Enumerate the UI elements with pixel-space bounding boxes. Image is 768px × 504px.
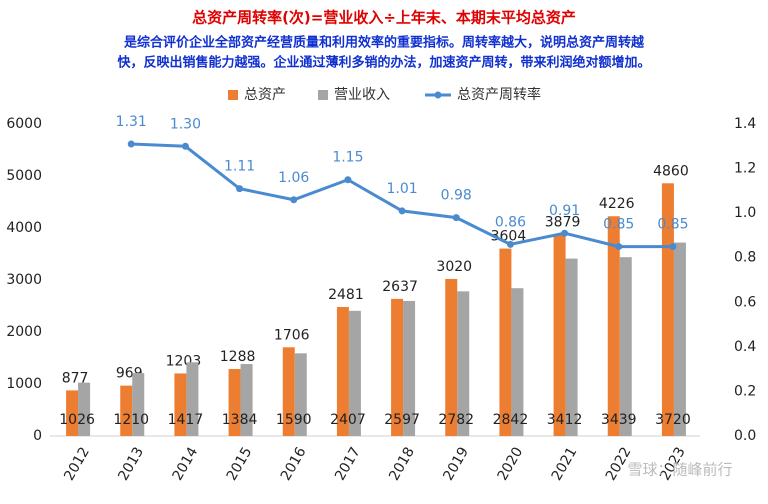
- bar: [240, 364, 253, 436]
- data-label: 3439: [601, 412, 637, 428]
- data-label: 3020: [436, 259, 472, 275]
- data-label: 0.85: [603, 217, 634, 233]
- legend-label: 营业收入: [334, 87, 390, 103]
- data-label: 2637: [382, 279, 418, 295]
- y2-tick-label: 0.4: [734, 339, 756, 355]
- legend-swatch: [318, 90, 328, 100]
- bar: [132, 373, 145, 436]
- data-label: 2842: [493, 412, 529, 428]
- data-label: 877: [62, 370, 89, 386]
- bar: [78, 382, 91, 436]
- bar: [457, 291, 470, 436]
- data-label: 4860: [653, 163, 689, 179]
- data-label: 0.98: [441, 188, 472, 204]
- data-label: 1288: [220, 349, 256, 365]
- y-tick-label: 0: [33, 428, 42, 444]
- data-label: 1210: [113, 412, 149, 428]
- bar: [553, 234, 566, 436]
- data-label: 1706: [274, 327, 310, 343]
- y2-tick-label: 1.4: [734, 116, 756, 132]
- data-label: 1.01: [386, 181, 417, 197]
- legend-swatch: [228, 90, 238, 100]
- legend-label: 总资产: [244, 87, 286, 103]
- line-point: [561, 229, 569, 237]
- y-tick-label: 3000: [6, 272, 42, 288]
- data-label: 2407: [330, 412, 366, 428]
- data-label: 1.31: [116, 114, 147, 130]
- bar: [120, 385, 133, 436]
- y2-tick-label: 1.0: [734, 205, 756, 221]
- y2-tick-label: 0.2: [734, 383, 756, 399]
- bar: [228, 369, 241, 436]
- y2-tick-label: 0.8: [734, 250, 756, 266]
- data-label: 4226: [599, 196, 635, 212]
- subtitle: 是综合评价企业全部资产经营质量和利用效率的重要指标。周转率越大，说明总资产周转越: [123, 35, 645, 51]
- bar: [336, 306, 349, 436]
- chart-title: 总资产周转率(次)=营业收入÷上年末、本期末平均总资产: [192, 9, 576, 27]
- line-point: [452, 214, 460, 222]
- data-label: 1.06: [278, 170, 309, 186]
- line-point: [615, 243, 623, 251]
- line-point: [344, 176, 352, 184]
- data-label: 1384: [222, 412, 258, 428]
- watermark: 雪球：随峰前行: [627, 461, 732, 479]
- data-label: 1.15: [332, 150, 363, 166]
- line-point: [290, 196, 298, 204]
- data-label: 2597: [384, 412, 420, 428]
- line-point: [669, 243, 677, 251]
- bar: [348, 310, 361, 436]
- data-label: 0.86: [495, 214, 526, 230]
- bar: [66, 390, 79, 436]
- line-point: [236, 185, 244, 193]
- y2-tick-label: 0.0: [734, 428, 756, 444]
- line-point: [398, 207, 406, 215]
- bar: [565, 258, 578, 436]
- line-point: [127, 140, 135, 148]
- data-label: 2481: [328, 287, 364, 303]
- legend-label: 总资产周转率: [457, 86, 541, 103]
- bar: [174, 373, 187, 436]
- data-label: 1417: [168, 412, 204, 428]
- bar: [511, 288, 524, 436]
- bar: [294, 353, 307, 436]
- y-tick-label: 5000: [6, 168, 42, 184]
- bar: [619, 257, 632, 436]
- y2-tick-label: 1.2: [734, 161, 756, 177]
- legend-swatch: [434, 91, 442, 99]
- y-tick-label: 1000: [6, 376, 42, 392]
- bar: [673, 242, 686, 436]
- bar: [607, 216, 620, 436]
- data-label: 1.11: [224, 159, 255, 175]
- data-label: 2782: [438, 412, 474, 428]
- bar: [499, 248, 512, 436]
- y2-tick-label: 0.6: [734, 294, 756, 310]
- data-label: 1590: [276, 412, 312, 428]
- y-tick-label: 4000: [6, 220, 42, 236]
- data-label: 3879: [545, 214, 581, 230]
- line-point: [181, 142, 189, 150]
- bar: [403, 300, 416, 436]
- bar: [391, 298, 404, 436]
- data-label: 3412: [547, 412, 583, 428]
- y-tick-label: 2000: [6, 324, 42, 340]
- data-label: 3720: [655, 412, 691, 428]
- line-point: [506, 240, 514, 248]
- subtitle: 快，反映出销售能力越强。企业通过薄利多销的办法，加速资产周转，带来利润绝对额增加…: [117, 55, 650, 71]
- data-label: 0.91: [549, 203, 580, 219]
- data-label: 0.85: [657, 217, 688, 233]
- y-tick-label: 6000: [6, 116, 42, 132]
- data-label: 1026: [59, 412, 95, 428]
- bar: [282, 347, 295, 436]
- bar: [445, 278, 458, 436]
- data-label: 1.30: [170, 116, 201, 132]
- bar: [186, 362, 199, 436]
